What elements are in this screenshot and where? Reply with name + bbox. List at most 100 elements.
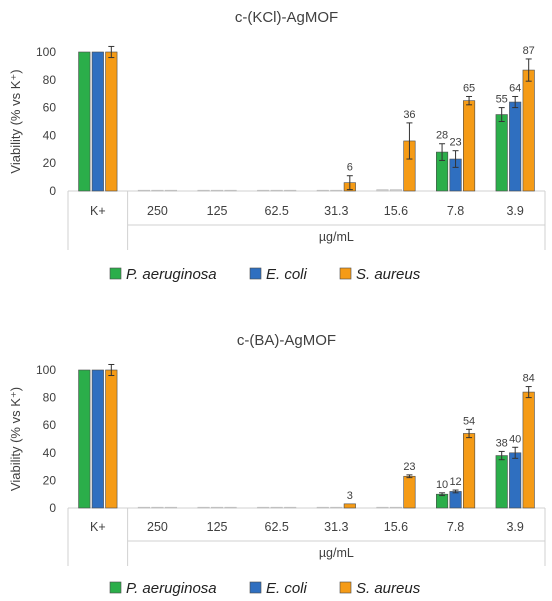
bar <box>224 189 237 192</box>
bar <box>522 69 535 192</box>
bar <box>389 506 402 509</box>
x-category-label: 62.5 <box>265 520 289 534</box>
bar <box>343 503 356 509</box>
legend-swatch-1 <box>249 267 262 280</box>
legend-swatch-0 <box>109 581 122 594</box>
y-axis-label: Viability (% vs K⁺) <box>8 69 23 173</box>
y-tick-label: 60 <box>43 418 57 432</box>
y-tick-label: 80 <box>43 391 57 405</box>
bar <box>78 369 91 509</box>
legend-swatch-0 <box>109 267 122 280</box>
bar <box>257 506 270 509</box>
bar <box>105 369 118 509</box>
bar <box>197 506 210 509</box>
bar <box>284 189 297 192</box>
y-tick-label: 20 <box>43 473 57 487</box>
y-tick-label: 0 <box>49 184 56 198</box>
data-label: 23 <box>403 461 415 473</box>
x-axis-unit-label: µg/mL <box>319 230 354 244</box>
x-category-label: 31.3 <box>324 520 348 534</box>
y-tick-label: 100 <box>36 363 56 377</box>
bar <box>376 506 389 509</box>
chart-title: c-(KCl)-AgMOF <box>235 9 338 26</box>
bar <box>270 506 283 509</box>
bar <box>376 189 389 192</box>
chart-panel-1: c-(KCl)-AgMOF Viability (% vs K⁺) 0 20 40 60 8… <box>8 9 546 283</box>
bar <box>151 189 164 192</box>
legend-label: E. coli <box>266 580 308 597</box>
y-tick-label: 100 <box>36 45 56 59</box>
bar <box>164 189 177 192</box>
data-label: 64 <box>509 82 521 94</box>
bar <box>316 189 329 192</box>
y-tick-label: 40 <box>43 446 57 460</box>
bar <box>389 189 402 192</box>
y-axis-label: Viability (% vs K⁺) <box>8 387 23 491</box>
data-label: 65 <box>463 82 475 94</box>
data-label: 10 <box>436 479 448 491</box>
bar <box>509 452 522 509</box>
legend-swatch-2 <box>339 581 352 594</box>
x-category-label: 62.5 <box>265 204 289 218</box>
data-label: 28 <box>436 130 448 142</box>
bar <box>284 506 297 509</box>
x-category-label: 250 <box>147 204 168 218</box>
data-label: 12 <box>449 476 461 488</box>
bar <box>105 51 118 192</box>
x-category-label: 7.8 <box>447 520 464 534</box>
bar <box>91 369 104 509</box>
bar <box>495 455 508 509</box>
legend-label: P. aeruginosa <box>126 580 217 597</box>
x-category-label: K+ <box>90 520 106 534</box>
data-label: 40 <box>509 433 521 445</box>
data-label: 3 <box>347 490 353 502</box>
x-category-label: 15.6 <box>384 520 408 534</box>
bar <box>91 51 104 192</box>
chart-title: c-(BA)-AgMOF <box>237 332 336 349</box>
y-tick-label: 40 <box>43 128 57 142</box>
bar <box>137 506 150 509</box>
bar <box>137 189 150 192</box>
y-tick-label: 0 <box>49 501 56 515</box>
data-label: 87 <box>523 45 535 57</box>
bar <box>78 51 91 192</box>
bar <box>270 189 283 192</box>
x-category-label: K+ <box>90 204 106 218</box>
data-label: 38 <box>496 437 508 449</box>
y-tick-label: 60 <box>43 101 57 115</box>
x-category-label: 15.6 <box>384 204 408 218</box>
bar <box>522 391 535 509</box>
bar <box>164 506 177 509</box>
bar <box>316 506 329 509</box>
data-label: 54 <box>463 415 475 427</box>
x-category-label: 125 <box>207 520 228 534</box>
legend-label: E. coli <box>266 266 308 283</box>
x-category-label: 250 <box>147 520 168 534</box>
x-category-label: 3.9 <box>506 204 523 218</box>
bar <box>211 189 224 192</box>
bar <box>257 189 270 192</box>
bar <box>463 100 476 192</box>
data-label: 6 <box>347 162 353 174</box>
data-label: 36 <box>403 109 415 121</box>
bar <box>463 433 476 509</box>
bar <box>436 493 449 509</box>
bar <box>224 506 237 509</box>
bar <box>197 189 210 192</box>
data-label: 84 <box>523 373 535 385</box>
y-tick-label: 80 <box>43 73 57 87</box>
bar <box>509 101 522 192</box>
bar <box>403 475 416 509</box>
legend-label: S. aureus <box>356 266 421 283</box>
x-axis-unit-label: µg/mL <box>319 546 354 560</box>
legend-swatch-1 <box>249 581 262 594</box>
y-tick-label: 20 <box>43 156 57 170</box>
legend-label: S. aureus <box>356 580 421 597</box>
x-category-label: 125 <box>207 204 228 218</box>
bar <box>211 506 224 509</box>
x-category-label: 7.8 <box>447 204 464 218</box>
bar <box>330 506 343 509</box>
data-label: 55 <box>496 94 508 106</box>
